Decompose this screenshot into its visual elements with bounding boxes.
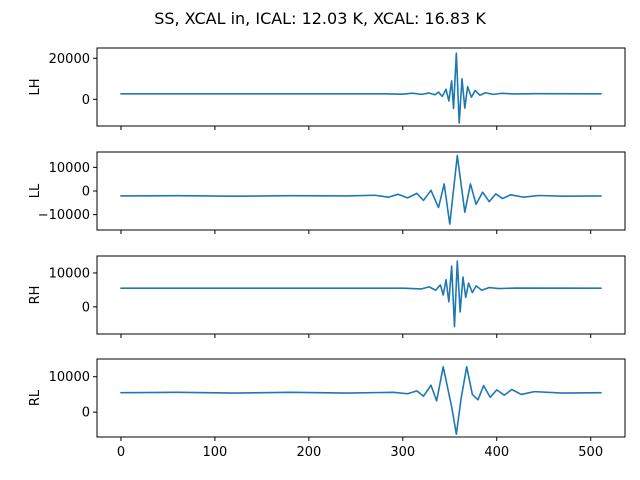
x-tick-label: 0 — [117, 445, 125, 460]
series-line-rh — [120, 260, 602, 328]
axes-frame — [96, 358, 626, 438]
y-axis-label: LL — [28, 183, 43, 198]
series-line-ll — [120, 154, 602, 225]
x-tick-label: 100 — [202, 445, 227, 460]
y-tick-label: 10000 — [49, 370, 90, 385]
subplots: 0 20000 LH −10000 0 10000 LL 0 10000 RH 0 10000 RL 0 1… — [28, 47, 626, 460]
subplot-rl: 0 10000 RL 0 100 200 300 400 500 — [28, 358, 626, 460]
y-tick-label: 0 — [82, 300, 90, 315]
x-tick-label: 300 — [390, 445, 415, 460]
y-tick-label: 0 — [82, 185, 90, 200]
figure-title: SS, XCAL in, ICAL: 12.03 K, XCAL: 16.83 … — [154, 9, 486, 28]
axes-frame — [96, 151, 626, 231]
y-tick-label: 10000 — [49, 161, 90, 176]
y-axis-label: LH — [28, 78, 43, 95]
x-tick-label: 400 — [484, 445, 509, 460]
series-line-lh — [120, 52, 602, 124]
x-tick-label: 200 — [296, 445, 321, 460]
axes-frame — [96, 47, 626, 127]
y-tick-label: 0 — [82, 406, 90, 421]
y-tick-label: −10000 — [38, 208, 90, 223]
x-tick-label: 500 — [578, 445, 603, 460]
y-tick-label: 0 — [82, 93, 90, 108]
y-axis-label: RL — [28, 389, 43, 406]
subplot-rh: 0 10000 RH — [28, 255, 626, 338]
y-tick-label: 20000 — [49, 52, 90, 67]
y-tick-label: 10000 — [49, 266, 90, 281]
axes-frame — [96, 255, 626, 335]
y-axis-label: RH — [28, 286, 43, 305]
subplot-lh: 0 20000 LH — [28, 47, 626, 130]
series-line-rl — [120, 366, 602, 435]
subplot-ll: −10000 0 10000 LL — [28, 151, 626, 234]
